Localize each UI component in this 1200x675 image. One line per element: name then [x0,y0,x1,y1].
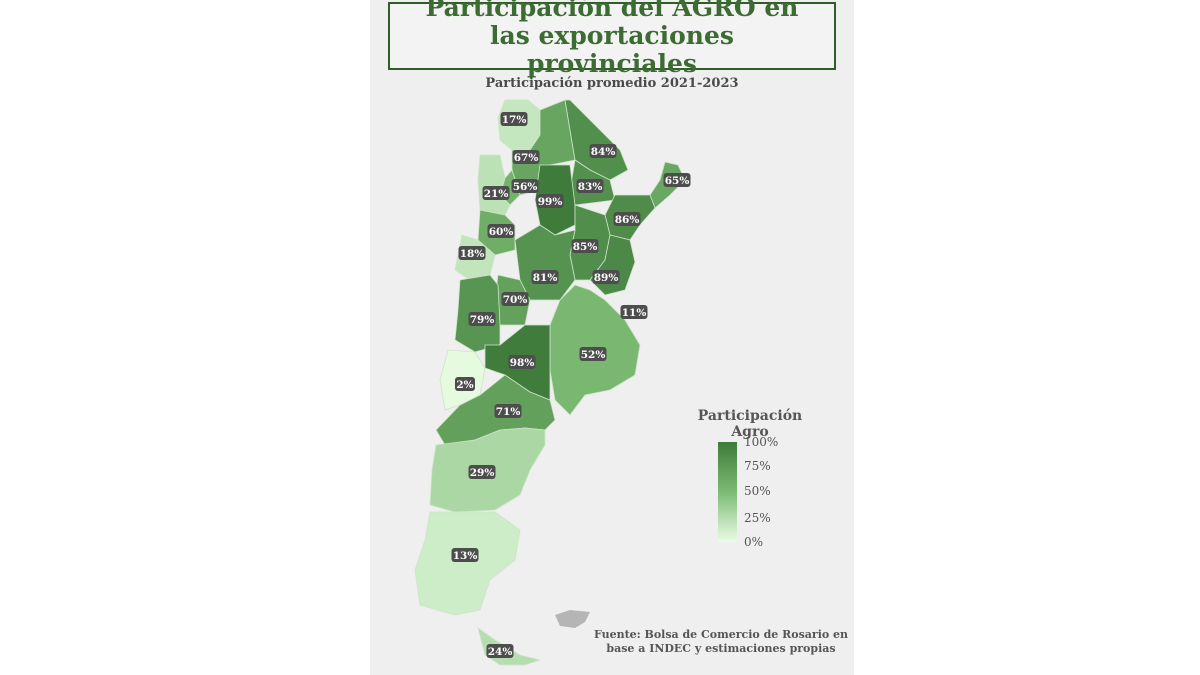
region-value-label: 18% [458,246,486,260]
legend-tick-0: 0% [744,535,764,549]
label-background [576,179,604,193]
label-background [486,644,514,658]
label-text: 89% [594,272,619,284]
region-value-label: 24% [486,644,514,658]
label-background [579,347,607,361]
label-background [512,150,540,164]
region-value-label: 56% [511,179,539,193]
region-value-label: 13% [451,548,479,562]
region-value-label: 79% [468,312,496,326]
label-text: 79% [470,314,495,326]
source-note: Fuente: Bolsa de Comercio de Rosario en … [593,628,849,655]
label-text: 83% [578,181,603,193]
label-text: 17% [502,114,527,126]
label-background [458,246,486,260]
label-text: 24% [488,646,513,658]
region-value-label: 21% [482,186,510,200]
islas-malvinas-shape [555,610,590,628]
map-subtitle: Participación promedio 2021-2023 [485,76,739,91]
label-background [531,270,559,284]
region-value-label: 99% [536,194,564,208]
label-background [613,212,641,226]
legend-tick-50: 50% [744,484,771,498]
region-value-label: 67% [512,150,540,164]
label-text: 70% [503,294,528,306]
title-box: Participación del AGRO en las exportacio… [388,0,836,78]
region-value-label: 86% [613,212,641,226]
label-background [451,548,479,562]
legend-tick-25: 25% [744,511,771,525]
label-text: 52% [581,349,606,361]
label-background [468,312,496,326]
label-background [620,305,648,319]
legend-title: Participación Agro [697,408,803,440]
label-text: 21% [484,188,509,200]
label-text: 56% [513,181,538,193]
label-background [500,112,528,126]
label-text: 84% [591,146,616,158]
label-text: 18% [460,248,485,260]
label-background [482,186,510,200]
legend-tick-100: 100% [744,435,779,449]
region-value-label: 65% [663,173,691,187]
label-background [501,292,529,306]
region-value-label: 2% [455,377,475,391]
region-value-label: 84% [589,144,617,158]
label-background [589,144,617,158]
region-value-label: 29% [468,465,496,479]
region-value-label: 81% [531,270,559,284]
label-background [508,355,536,369]
label-background [592,270,620,284]
region-value-label: 98% [508,355,536,369]
label-text: 99% [538,196,563,208]
region-value-label: 52% [579,347,607,361]
label-text: 98% [510,357,535,369]
legend-color-bar [718,442,737,542]
region-value-label: 89% [592,270,620,284]
label-background [663,173,691,187]
label-text: 67% [514,152,539,164]
region-value-label: 60% [487,224,515,238]
region-santa-cruz [414,511,521,616]
map-title: Participación del AGRO en las exportacio… [425,0,799,78]
label-text: 13% [453,550,478,562]
label-text: 2% [456,379,473,391]
region-value-label: 11% [620,305,648,319]
label-background [455,377,475,391]
label-text: 11% [622,307,647,319]
label-background [468,465,496,479]
label-text: 65% [665,175,690,187]
label-background [487,224,515,238]
label-text: 85% [573,241,598,253]
legend-tick-75: 75% [744,459,771,473]
label-background [536,194,564,208]
region-value-label: 17% [500,112,528,126]
label-text: 81% [533,272,558,284]
label-background [494,404,522,418]
label-background [511,179,539,193]
region-value-label: 70% [501,292,529,306]
label-text: 29% [470,467,495,479]
region-formosa [564,99,629,181]
region-value-label: 83% [576,179,604,193]
label-text: 71% [496,406,521,418]
label-background [571,239,599,253]
region-value-label: 85% [571,239,599,253]
label-text: 60% [489,226,514,238]
label-text: 86% [615,214,640,226]
region-value-label: 71% [494,404,522,418]
